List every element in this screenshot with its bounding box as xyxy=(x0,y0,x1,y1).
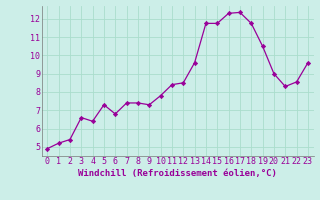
X-axis label: Windchill (Refroidissement éolien,°C): Windchill (Refroidissement éolien,°C) xyxy=(78,169,277,178)
